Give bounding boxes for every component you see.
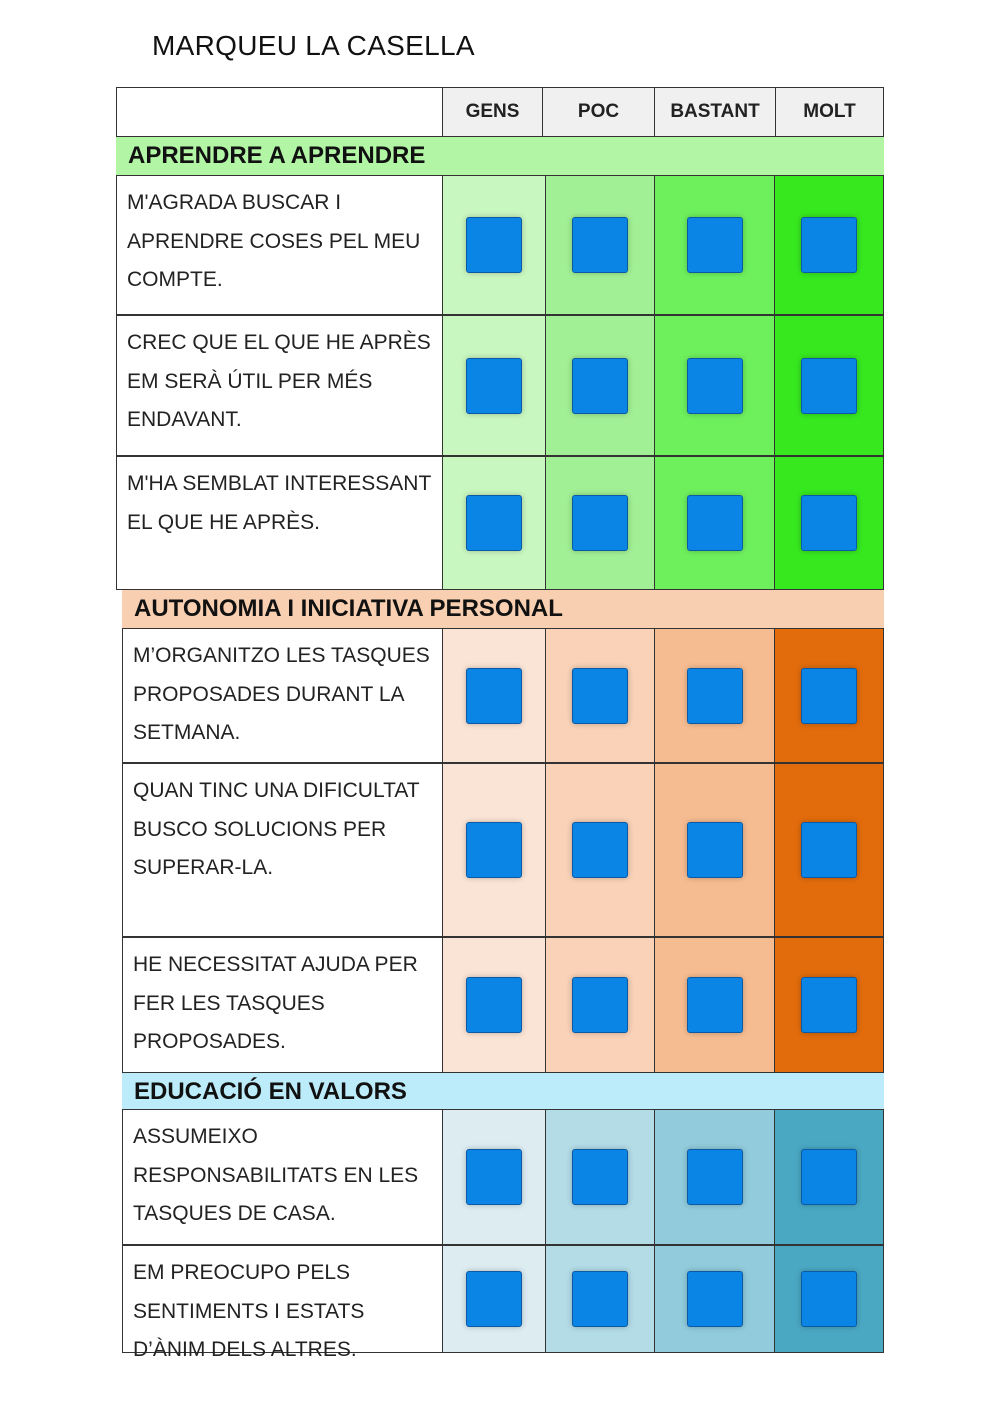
- option-cell-molt: [774, 1109, 884, 1245]
- checkbox-molt[interactable]: [801, 217, 857, 273]
- question-text: M’ORGANITZO LES TASQUES PROPOSADES DURAN…: [122, 628, 443, 763]
- option-cell-bastant: [654, 315, 775, 456]
- option-cell-gens: [442, 1245, 546, 1353]
- question-text: HE NECESSITAT AJUDA PER FER LES TASQUES …: [122, 937, 443, 1073]
- option-cell-poc: [545, 315, 655, 456]
- checkbox-gens[interactable]: [466, 667, 522, 724]
- option-cell-poc: [545, 1109, 655, 1245]
- checkbox-poc[interactable]: [572, 1149, 628, 1205]
- section-header: APRENDRE A APRENDRE: [116, 137, 884, 175]
- checkbox-bastant[interactable]: [686, 977, 743, 1033]
- checkbox-gens[interactable]: [466, 822, 522, 878]
- option-cell-molt: [774, 763, 884, 937]
- option-cell-bastant: [654, 763, 775, 937]
- option-cell-molt: [774, 937, 884, 1073]
- checkbox-molt[interactable]: [801, 357, 857, 414]
- checkbox-poc[interactable]: [572, 495, 628, 551]
- checkbox-gens[interactable]: [466, 1149, 522, 1205]
- option-cell-bastant: [654, 937, 775, 1073]
- checkbox-molt[interactable]: [801, 667, 857, 724]
- option-cell-poc: [545, 628, 655, 763]
- section-header: EDUCACIÓ EN VALORS: [122, 1073, 884, 1111]
- question-text: M'AGRADA BUSCAR I APRENDRE COSES PEL MEU…: [116, 175, 443, 315]
- column-header-bastant: BASTANT: [654, 87, 776, 137]
- checkbox-poc[interactable]: [572, 667, 628, 724]
- checkbox-molt[interactable]: [801, 495, 857, 551]
- option-cell-molt: [774, 456, 884, 590]
- column-header-gens: GENS: [442, 87, 543, 137]
- checkbox-bastant[interactable]: [686, 1271, 743, 1327]
- option-cell-bastant: [654, 1245, 775, 1353]
- question-text: QUAN TINC UNA DIFICULTAT BUSCO SOLUCIONS…: [122, 763, 443, 937]
- option-cell-gens: [442, 628, 546, 763]
- option-cell-poc: [545, 763, 655, 937]
- question-text: EM PREOCUPO PELS SENTIMENTS I ESTATS D’À…: [122, 1245, 443, 1361]
- checkbox-bastant[interactable]: [686, 822, 743, 878]
- option-cell-gens: [442, 763, 546, 937]
- question-text: CREC QUE EL QUE HE APRÈS EM SERÀ ÚTIL PE…: [116, 315, 443, 456]
- checkbox-gens[interactable]: [466, 217, 522, 273]
- option-cell-poc: [545, 456, 655, 590]
- option-cell-molt: [774, 628, 884, 763]
- option-cell-bastant: [654, 1109, 775, 1245]
- checkbox-poc[interactable]: [572, 977, 628, 1033]
- option-cell-molt: [774, 315, 884, 456]
- option-cell-molt: [774, 1245, 884, 1353]
- checkbox-gens[interactable]: [466, 495, 522, 551]
- column-header-molt: MOLT: [775, 87, 884, 137]
- checkbox-poc[interactable]: [572, 822, 628, 878]
- column-header-poc: POC: [542, 87, 655, 137]
- checkbox-poc[interactable]: [572, 1271, 628, 1327]
- checkbox-gens[interactable]: [466, 357, 522, 414]
- option-cell-gens: [442, 937, 546, 1073]
- header-blank-cell: [116, 87, 443, 137]
- option-cell-gens: [442, 456, 546, 590]
- checkbox-bastant[interactable]: [686, 495, 743, 551]
- option-cell-bastant: [654, 628, 775, 763]
- checkbox-poc[interactable]: [572, 217, 628, 273]
- question-text: M'HA SEMBLAT INTERESSANT EL QUE HE APRÈS…: [116, 456, 443, 590]
- page-title: MARQUEU LA CASELLA: [152, 30, 475, 61]
- option-cell-poc: [545, 175, 655, 315]
- option-cell-gens: [442, 1109, 546, 1245]
- checkbox-molt[interactable]: [801, 1271, 857, 1327]
- checkbox-molt[interactable]: [801, 1149, 857, 1205]
- option-cell-poc: [545, 937, 655, 1073]
- option-cell-bastant: [654, 456, 775, 590]
- checkbox-molt[interactable]: [801, 822, 857, 878]
- checkbox-molt[interactable]: [801, 977, 857, 1033]
- checkbox-bastant[interactable]: [686, 667, 743, 724]
- checkbox-gens[interactable]: [466, 1271, 522, 1327]
- question-text: ASSUMEIXO RESPONSABILITATS EN LES TASQUE…: [122, 1109, 443, 1245]
- checkbox-bastant[interactable]: [686, 217, 743, 273]
- option-cell-gens: [442, 315, 546, 456]
- checkbox-gens[interactable]: [466, 977, 522, 1033]
- option-cell-poc: [545, 1245, 655, 1353]
- option-cell-gens: [442, 175, 546, 315]
- option-cell-molt: [774, 175, 884, 315]
- section-header: AUTONOMIA I INICIATIVA PERSONAL: [122, 590, 884, 628]
- checkbox-bastant[interactable]: [686, 1149, 743, 1205]
- checkbox-bastant[interactable]: [686, 357, 743, 414]
- option-cell-bastant: [654, 175, 775, 315]
- checkbox-poc[interactable]: [572, 357, 628, 414]
